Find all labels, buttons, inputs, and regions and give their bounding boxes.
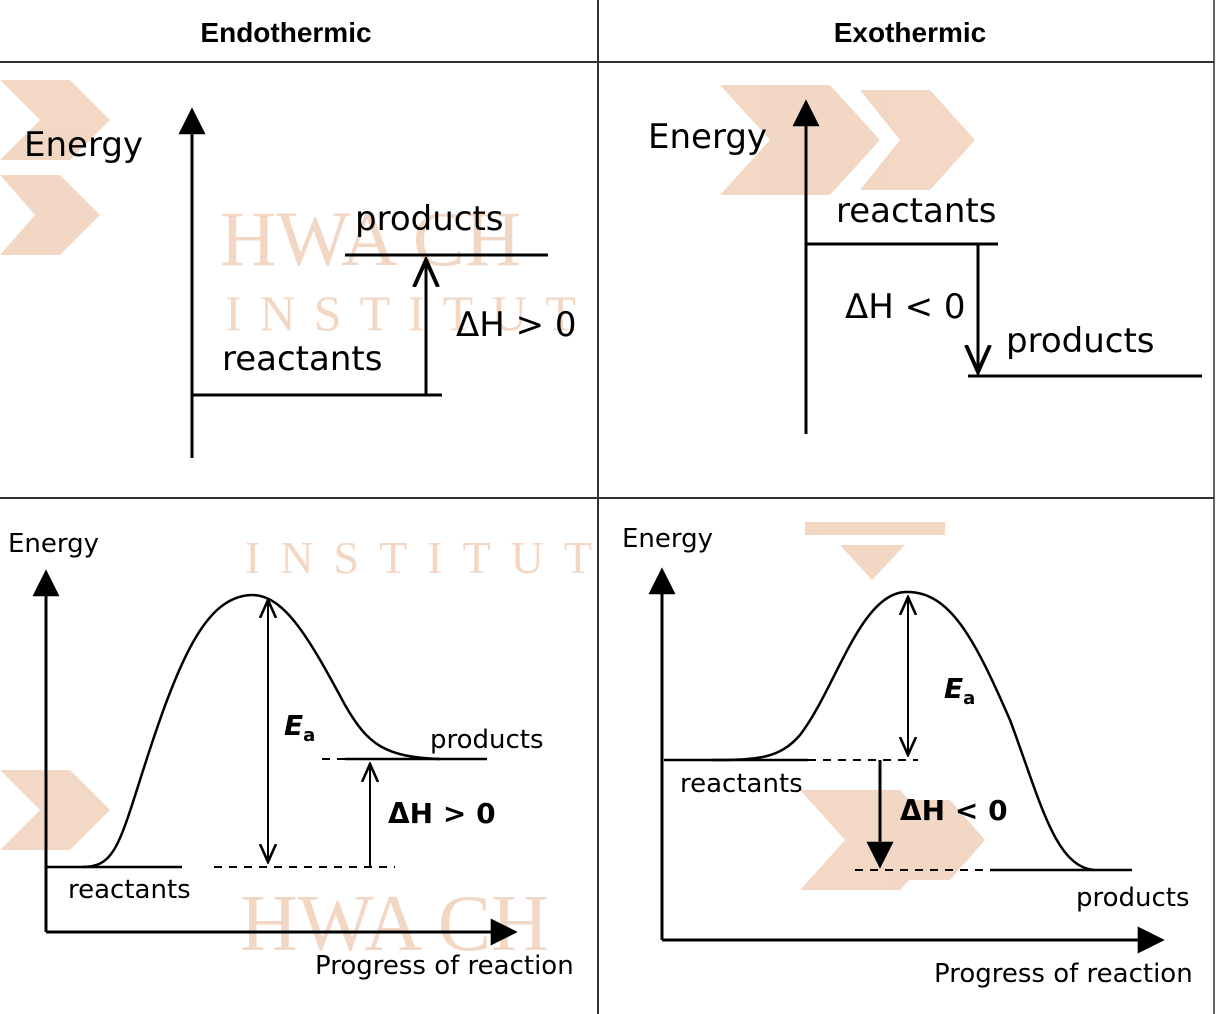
products-label: products <box>1076 883 1190 913</box>
energy-axis-label: Energy <box>622 524 713 554</box>
energy-curve <box>81 593 441 869</box>
activation-energy-label: Ea <box>284 709 315 746</box>
delta-h-label: ΔH > 0 <box>388 797 496 830</box>
x-axis-label: Progress of reaction <box>315 951 574 981</box>
reactants-label: reactants <box>680 769 803 799</box>
panel-endothermic-reaction-profile: Energy Progress of reaction reactants pr… <box>8 529 574 981</box>
reactants-label: reactants <box>68 875 191 905</box>
delta-h-label: ΔH < 0 <box>900 794 1008 827</box>
energy-axis-label: Energy <box>8 529 99 559</box>
delta-h-label: ΔH > 0 <box>456 305 577 345</box>
activation-energy-label: Ea <box>944 672 975 709</box>
products-label: products <box>355 199 503 239</box>
watermark-name-text: HWA CH <box>220 195 521 282</box>
reactants-label: reactants <box>836 191 996 231</box>
watermark-institute-text-2: INSTITUT <box>245 532 612 583</box>
energy-curve <box>711 590 1096 872</box>
watermark-logo-left <box>0 80 110 850</box>
watermark: HWA CH INSTITUT INSTITUT HWA CH <box>0 80 985 968</box>
delta-h-label: ΔH < 0 <box>845 287 966 327</box>
panel-endothermic-level-diagram: Energy reactants products ΔH > 0 <box>24 107 577 458</box>
watermark-institute-text: INSTITUT <box>225 285 594 341</box>
watermark-logo-right <box>720 85 985 890</box>
reactants-label: reactants <box>222 339 382 379</box>
energy-axis-label: Energy <box>648 117 767 157</box>
x-axis-label: Progress of reaction <box>934 959 1193 989</box>
energy-axis-label: Energy <box>24 125 143 165</box>
panel-exothermic-level-diagram: Energy reactants products ΔH < 0 <box>648 99 1202 434</box>
products-label: products <box>430 725 544 755</box>
header-exothermic: Exothermic <box>834 17 987 48</box>
products-label: products <box>1006 321 1154 361</box>
panel-exothermic-reaction-profile: Energy Progress of reaction reactants pr… <box>622 524 1193 989</box>
header-endothermic: Endothermic <box>200 17 371 48</box>
